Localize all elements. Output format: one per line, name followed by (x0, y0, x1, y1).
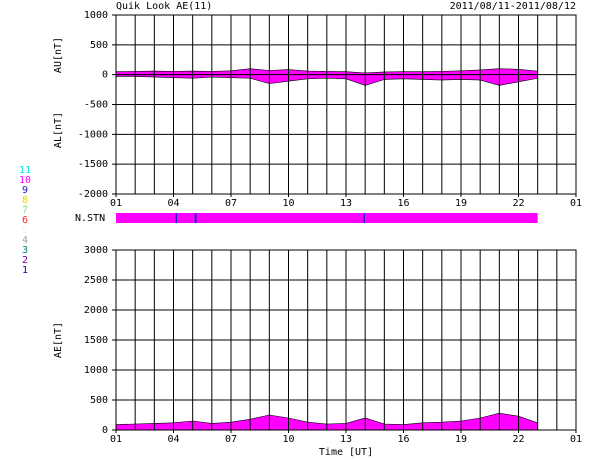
y-tick-label: -1000 (78, 129, 108, 140)
x-tick-label: 01 (110, 434, 122, 445)
legend-entry: 6 (22, 215, 28, 226)
chart-title: Quik Look AE(11) (116, 1, 212, 12)
x-tick-label: 01 (570, 434, 582, 445)
station-segment (177, 213, 195, 223)
x-tick-label: 13 (340, 198, 352, 209)
legend-entry: 2 (22, 255, 28, 266)
y-tick-label: 1000 (84, 10, 108, 21)
legend-entry: 7 (22, 205, 28, 216)
x-tick-label: 04 (167, 434, 179, 445)
y-tick-label: -500 (84, 100, 108, 111)
x-tick-label: 19 (455, 434, 467, 445)
y-tick-label: 1500 (84, 335, 108, 346)
station-segment (196, 213, 364, 223)
x-tick-label: 22 (512, 198, 524, 209)
x-axis-label: Time [UT] (319, 447, 373, 458)
legend-entry: 8 (22, 195, 28, 206)
y-tick-label: -2000 (78, 189, 108, 200)
y-tick-label: -1500 (78, 159, 108, 170)
x-tick-label: 07 (225, 434, 237, 445)
legend-entry: 11 (19, 165, 31, 176)
x-tick-label: 13 (340, 434, 352, 445)
area (115, 412, 538, 431)
y-tick-label: 500 (90, 395, 108, 406)
station-segment (194, 213, 197, 223)
y-axis-label: AL[nT] (53, 112, 64, 148)
station-segment (363, 213, 366, 223)
station-segment (116, 213, 176, 223)
y-tick-label: 500 (90, 40, 108, 51)
plot-frame (115, 249, 577, 431)
legend-entry: 4 (22, 235, 28, 246)
station-segment (175, 213, 178, 223)
station-segment (365, 213, 538, 223)
x-tick-label: 04 (167, 198, 179, 209)
plot-frame (115, 14, 577, 195)
x-tick-label: 01 (570, 198, 582, 209)
legend-entry: 5 (22, 225, 28, 236)
date-range: 2011/08/11-2011/08/12 (450, 1, 576, 12)
area (115, 74, 538, 86)
legend-entry: 1 (22, 265, 28, 276)
x-tick-label: 22 (512, 434, 524, 445)
legend-entry: 10 (19, 175, 31, 186)
station-label: N.STN (75, 213, 105, 224)
x-tick-label: 01 (110, 198, 122, 209)
legend-entry: 3 (22, 245, 28, 256)
y-tick-label: 2500 (84, 275, 108, 286)
x-tick-label: 16 (397, 434, 409, 445)
y-tick-label: 2000 (84, 305, 108, 316)
x-tick-label: 07 (225, 198, 237, 209)
y-tick-label: 0 (102, 70, 108, 81)
x-tick-label: 19 (455, 198, 467, 209)
x-tick-label: 10 (282, 198, 294, 209)
x-tick-label: 16 (397, 198, 409, 209)
y-tick-label: 3000 (84, 245, 108, 256)
y-axis-label: AE[nT] (53, 322, 64, 358)
y-axis-label: AU[nT] (53, 37, 64, 73)
y-tick-label: 0 (102, 425, 108, 436)
legend-entry: 9 (22, 185, 28, 196)
y-tick-label: 1000 (84, 365, 108, 376)
x-tick-label: 10 (282, 434, 294, 445)
